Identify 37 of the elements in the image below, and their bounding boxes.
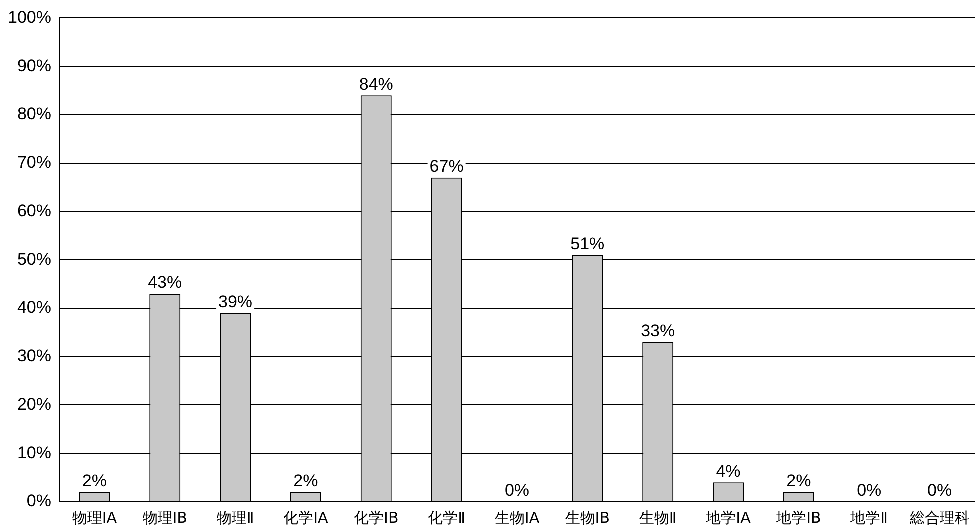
x-tick-label: 地学Ⅱ [850,508,888,527]
x-tick-label: 化学Ⅱ [428,508,466,527]
data-label: 43% [148,273,182,292]
y-tick-label: 60% [17,201,52,220]
data-label: 0% [504,481,530,500]
y-tick-label: 40% [17,298,52,318]
data-label: 39% [218,292,253,312]
y-tick-label: 100% [8,8,52,27]
y-tick-label: 30% [17,346,52,366]
data-label: 4% [716,462,741,481]
y-tick-label: 80% [17,104,52,124]
x-tick-label: 物理Ⅱ [216,508,254,527]
data-label: 2% [786,472,812,491]
x-tick-label: 物理ⅠA [72,508,118,527]
x-tick-label: 生物Ⅱ [639,508,677,527]
data-label: 2% [82,472,107,491]
x-tick-label: 生物ⅠA [494,508,540,527]
x-tick-label: 生物ⅠB [565,508,610,527]
data-label: 84% [359,74,394,94]
y-tick-label: 90% [17,56,52,76]
data-label: 33% [641,322,676,341]
x-tick-label: 地学ⅠB [776,508,822,527]
data-label: 51% [570,234,605,254]
x-tick-label: 化学ⅠA [284,508,330,527]
y-tick-label: 50% [17,250,52,269]
data-label: 0% [857,481,882,500]
data-label: 0% [928,481,952,500]
y-tick-label: 0% [26,492,52,511]
data-label: 67% [430,157,464,176]
y-tick-label: 70% [17,153,52,172]
y-tick-label: 10% [17,443,52,462]
y-tick-label: 20% [17,394,52,414]
x-tick-label: 化学ⅠB [354,508,399,527]
x-tick-label: 総合理科 [908,508,970,527]
x-tick-label: 地学ⅠA [705,508,752,527]
x-tick-label: 物理ⅠB [142,508,188,527]
data-label: 2% [294,472,318,491]
